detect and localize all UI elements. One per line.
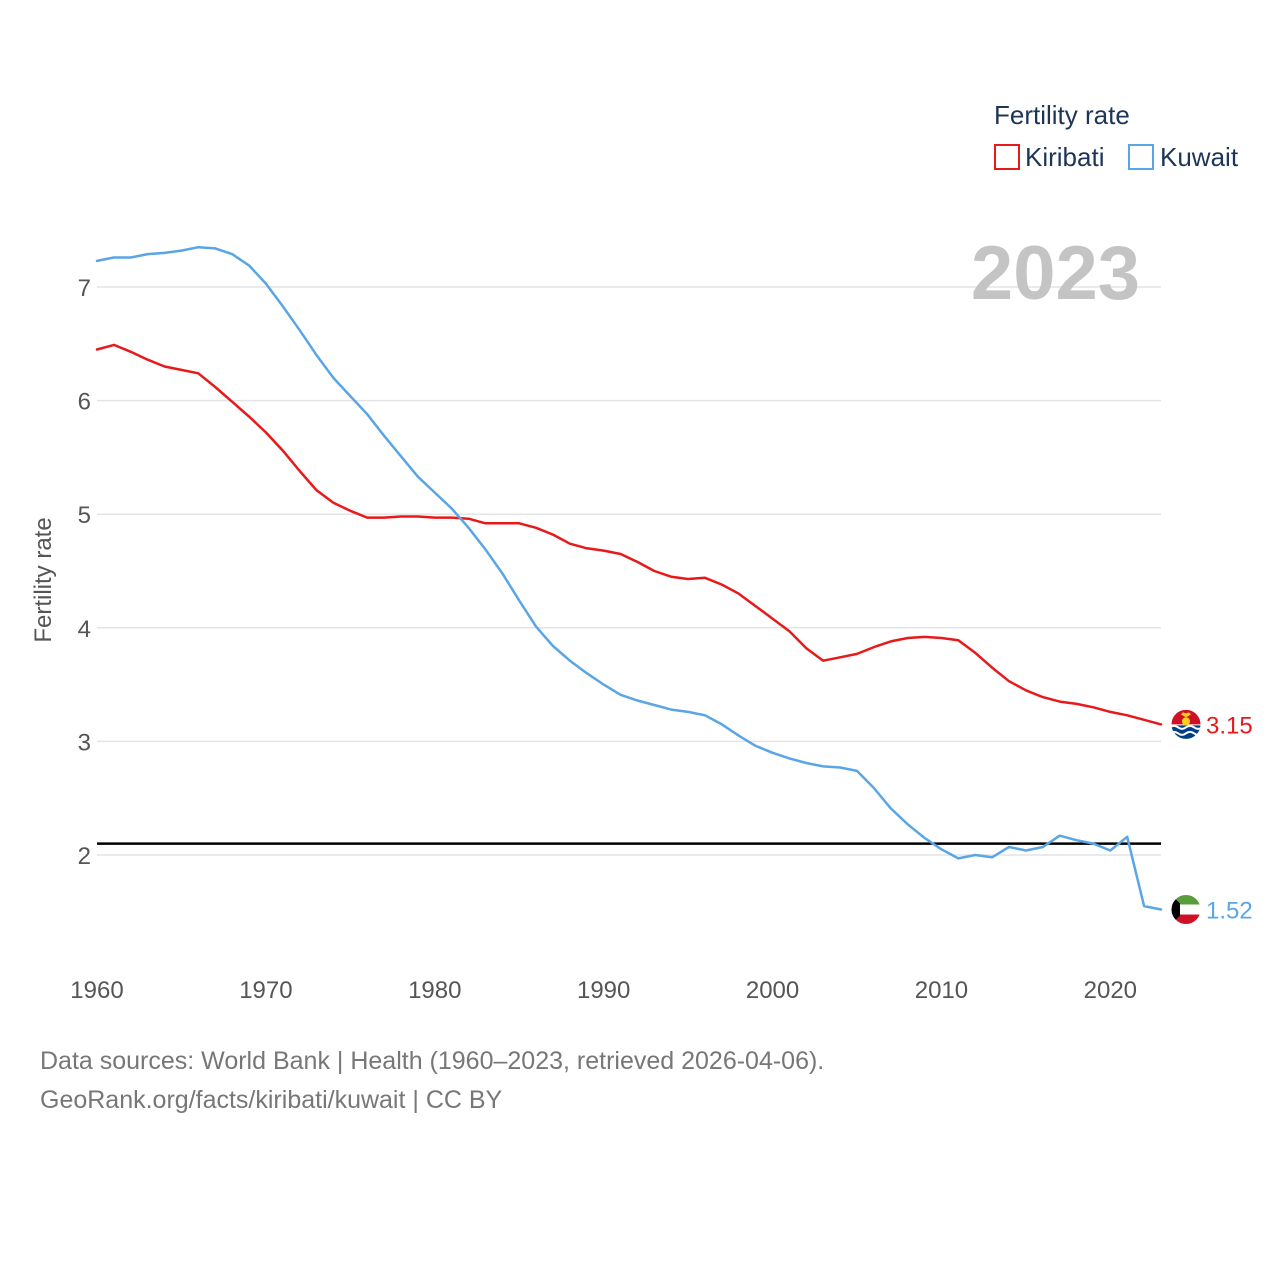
- y-axis-ticks: 2 3 4 5 6 7: [78, 275, 91, 870]
- kuwait-flag: [1170, 894, 1202, 926]
- series-line-kiribati[interactable]: [95, 343, 1163, 726]
- x-tick-label: 1990: [577, 977, 630, 1004]
- series-layer: [95, 245, 1163, 911]
- y-tick-label: 4: [78, 616, 91, 643]
- y-tick-label: 3: [78, 729, 91, 756]
- y-tick-label: 6: [78, 389, 91, 416]
- legend-label-kuwait: Kuwait: [1160, 142, 1239, 172]
- legend-item-kuwait[interactable]: Kuwait: [1128, 142, 1239, 172]
- y-axis-title: Fertility rate: [30, 517, 57, 642]
- x-tick-label: 2000: [746, 977, 799, 1004]
- x-tick-label: 1960: [70, 977, 123, 1004]
- footer: Data sources: World Bank | Health (1960–…: [40, 1042, 824, 1120]
- kiribati-flag: [1170, 708, 1202, 740]
- x-tick-label: 2020: [1084, 977, 1137, 1004]
- legend-label-kiribati: Kiribati: [1025, 142, 1104, 172]
- legend: Fertility rate Kiribati Kuwait: [994, 100, 1239, 172]
- footer-sources: Data sources: World Bank | Health (1960–…: [40, 1047, 825, 1075]
- year-label: 2023: [971, 231, 1140, 316]
- series-line-kuwait[interactable]: [95, 245, 1163, 911]
- legend-swatch-kuwait: [1128, 144, 1154, 170]
- legend-title: Fertility rate: [994, 100, 1130, 130]
- end-value-label-kiribati: 3.15: [1206, 712, 1253, 739]
- x-tick-label: 1970: [239, 977, 292, 1004]
- x-axis-ticks: 1960 1970 1980 1990 2000 2010 2020: [70, 977, 1137, 1004]
- y-tick-label: 5: [78, 502, 91, 529]
- y-tick-label: 2: [78, 843, 91, 870]
- legend-item-kiribati[interactable]: Kiribati: [994, 142, 1104, 172]
- grid-layer: [97, 286, 1161, 856]
- endpoint-layer: 3.15 1.52: [1170, 708, 1253, 926]
- legend-swatch-kiribati: [994, 144, 1020, 170]
- y-tick-label: 7: [78, 275, 91, 302]
- x-tick-label: 1980: [408, 977, 461, 1004]
- x-tick-label: 2010: [915, 977, 968, 1004]
- footer-link[interactable]: GeoRank.org/facts/kiribati/kuwait | CC B…: [40, 1086, 503, 1114]
- end-value-label-kuwait: 1.52: [1206, 898, 1253, 925]
